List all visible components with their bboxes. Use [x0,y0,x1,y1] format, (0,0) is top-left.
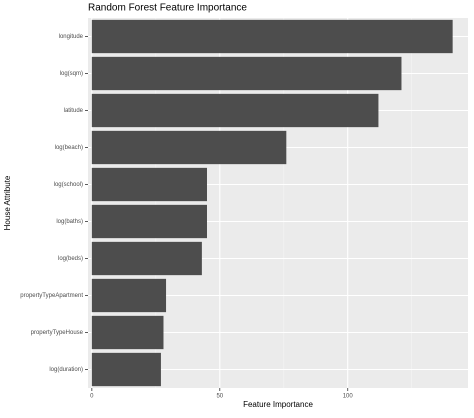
bar [91,352,161,387]
y-tick-label: propertyTypeApartment [20,293,83,299]
y-tick-label: propertyTypeHouse [31,330,84,336]
bar [91,241,202,276]
x-tick-label: 100 [343,394,354,400]
x-axis-title: Feature Importance [243,400,313,409]
x-tick-label: 0 [90,394,94,400]
bar [91,56,402,91]
x-tick-label: 50 [216,394,223,400]
y-tick-label: log(duration) [49,367,83,373]
y-tick-label: log(sqm) [60,71,83,77]
y-axis-title: House Attribute [3,175,12,230]
bar [91,315,164,350]
y-tick-label: log(baths) [56,219,83,225]
bar [91,204,207,239]
bar [91,130,287,165]
y-tick-label: longitude [59,34,84,40]
bar [91,167,207,202]
bar [91,93,379,128]
y-tick-label: log(beach) [55,145,83,151]
y-tick-label: latitude [64,108,84,114]
y-tick-label: log(school) [54,182,83,188]
y-tick-label: log(beds) [58,256,83,262]
bar [91,19,453,54]
chart-title: Random Forest Feature Importance [88,3,247,14]
bar [91,278,167,313]
